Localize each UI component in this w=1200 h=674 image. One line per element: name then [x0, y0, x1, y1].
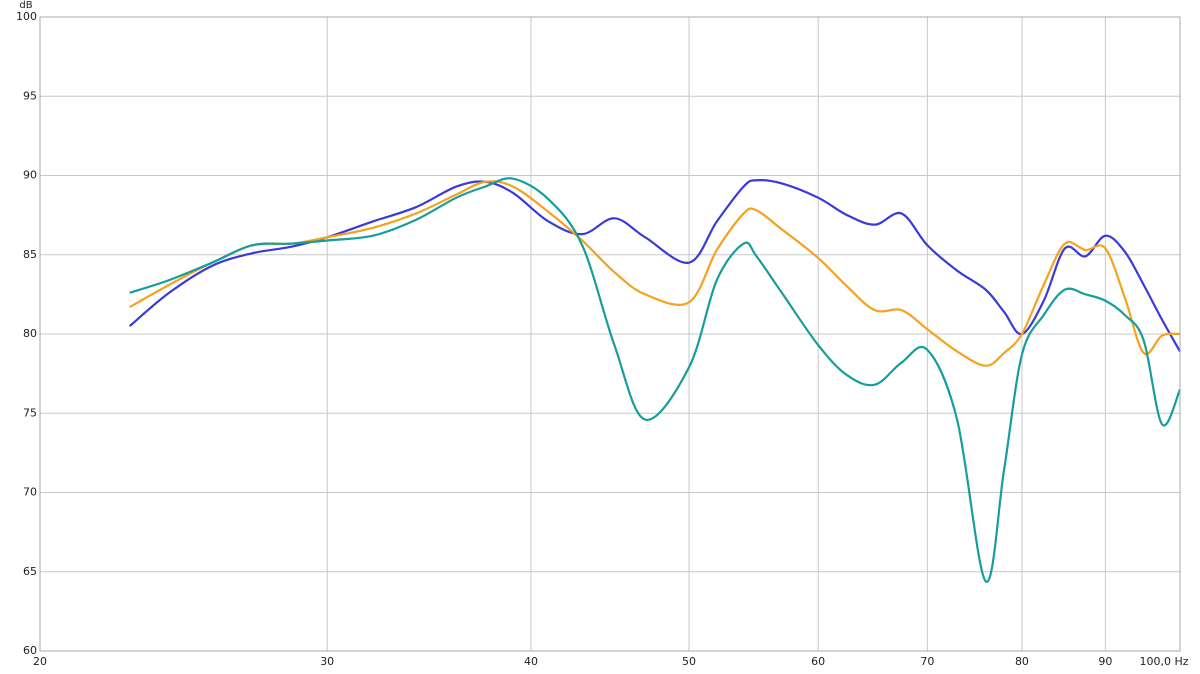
x-tick-label: 80: [1015, 655, 1029, 668]
y-axis-label: dB: [19, 0, 32, 11]
y-tick-label: 65: [23, 565, 37, 578]
x-tick-label: 100,0 Hz: [1139, 655, 1188, 668]
x-tick-label: 30: [320, 655, 334, 668]
series-line: [128, 179, 1181, 352]
x-tick-label: 60: [811, 655, 825, 668]
x-tick-label: 90: [1098, 655, 1112, 668]
x-tick-label: 50: [682, 655, 696, 668]
y-tick-label: 90: [23, 169, 37, 182]
x-tick-label: 70: [920, 655, 934, 668]
series-line: [129, 177, 1182, 583]
series-line: [129, 180, 1181, 367]
y-tick-label: 60: [23, 644, 37, 657]
y-tick-label: 80: [23, 327, 37, 340]
y-tick-label: 70: [23, 486, 37, 499]
y-tick-label: 85: [23, 248, 37, 261]
y-tick-label: 100: [16, 10, 37, 23]
plot-frame: [39, 16, 1181, 652]
x-tick-label: 20: [33, 655, 47, 668]
y-tick-label: 75: [23, 406, 37, 419]
y-tick-label: 95: [23, 89, 37, 102]
x-tick-label: 40: [524, 655, 538, 668]
